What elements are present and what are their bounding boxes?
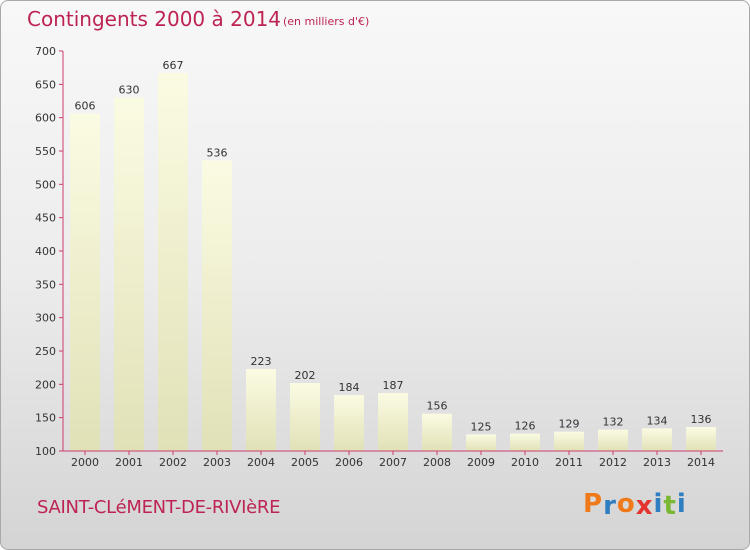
bar-value-label: 156: [427, 400, 448, 413]
bar-2006: [334, 395, 364, 451]
logo-letter: i: [676, 489, 687, 519]
x-tick-label: 2001: [115, 456, 143, 469]
bar-value-label: 202: [295, 369, 316, 382]
x-tick-label: 2007: [379, 456, 407, 469]
y-tick-label: 700: [35, 45, 56, 58]
bar-2001: [114, 97, 144, 452]
y-tick-label: 300: [35, 312, 56, 325]
x-tick-label: 2014: [687, 456, 715, 469]
bar-value-label: 630: [119, 84, 140, 97]
bar-2002: [158, 73, 188, 451]
bar-2009: [466, 434, 496, 451]
bar-2010: [510, 433, 540, 451]
x-tick-label: 2004: [247, 456, 275, 469]
y-tick-label: 250: [35, 345, 56, 358]
bar-2014: [686, 427, 716, 451]
bar-value-label: 184: [339, 381, 360, 394]
chart-unit: (en milliers d'€): [283, 15, 370, 28]
logo-letter: t: [663, 491, 677, 521]
bar-2007: [378, 393, 408, 451]
x-tick-label: 2005: [291, 456, 319, 469]
logo-letter: i: [653, 489, 664, 519]
bar-value-label: 126: [515, 420, 536, 433]
bar-value-label: 223: [251, 355, 272, 368]
chart-title: Contingents 2000 à 2014: [27, 7, 282, 31]
bar-value-label: 187: [383, 379, 404, 392]
bar-2008: [422, 413, 452, 451]
x-tick-label: 2003: [203, 456, 231, 469]
bar-2003: [202, 160, 232, 452]
y-tick-label: 550: [35, 145, 56, 158]
y-tick-label: 200: [35, 378, 56, 391]
x-tick-label: 2000: [71, 456, 99, 469]
x-tick-label: 2013: [643, 456, 671, 469]
logo-letter: x: [635, 491, 654, 521]
logo-letter: r: [603, 491, 617, 521]
bar-2013: [642, 428, 672, 451]
bar-value-label: 667: [163, 59, 184, 72]
x-tick-label: 2011: [555, 456, 583, 469]
bar-2000: [70, 113, 100, 452]
x-tick-label: 2009: [467, 456, 495, 469]
y-tick-label: 100: [35, 445, 56, 458]
logo-letter: o: [616, 489, 636, 519]
bar-2005: [290, 383, 320, 451]
bar-2011: [554, 431, 584, 451]
bar-value-label: 129: [559, 418, 580, 431]
bar-value-label: 136: [691, 413, 712, 426]
bar-value-label: 132: [603, 416, 624, 429]
bar-value-label: 134: [647, 414, 668, 427]
proxiti-logo: Proxiti: [583, 489, 687, 521]
x-tick-label: 2006: [335, 456, 363, 469]
commune-name: SAINT-CLéMENT-DE-RIVIèRE: [37, 497, 281, 518]
x-tick-label: 2008: [423, 456, 451, 469]
logo-letter: P: [583, 489, 604, 519]
bar-value-label: 536: [207, 146, 228, 159]
bar-2004: [246, 369, 276, 451]
bar-value-label: 606: [75, 100, 96, 113]
y-tick-label: 650: [35, 78, 56, 91]
y-tick-label: 600: [35, 112, 56, 125]
x-tick-label: 2010: [511, 456, 539, 469]
bar-value-label: 125: [471, 420, 492, 433]
y-tick-label: 450: [35, 212, 56, 225]
x-tick-label: 2012: [599, 456, 627, 469]
bar-2012: [598, 429, 628, 451]
y-tick-label: 150: [35, 412, 56, 425]
y-tick-label: 350: [35, 278, 56, 291]
x-tick-label: 2002: [159, 456, 187, 469]
y-tick-label: 400: [35, 245, 56, 258]
y-tick-label: 500: [35, 178, 56, 191]
